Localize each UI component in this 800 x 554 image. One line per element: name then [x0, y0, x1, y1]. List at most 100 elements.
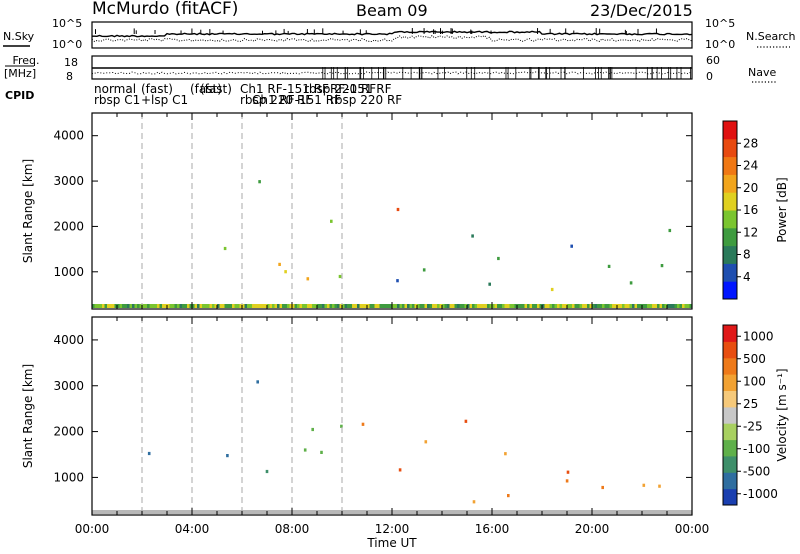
colorbar-tick-label: 25 [743, 397, 758, 411]
colorbar-segment [723, 174, 737, 193]
colorbar-tick-label: 24 [743, 159, 758, 173]
x-tick-label: 00:00 [75, 522, 110, 536]
y-tick-label: 2000 [53, 219, 84, 233]
y-axis-label: Slant Range [km] [21, 364, 35, 468]
velocity-panel: 1000 2000 3000 4000 Slant Range [km] 1000 500 1… [21, 316, 789, 550]
colorbar-tick-label: -100 [743, 442, 770, 456]
colorbar-segment [723, 121, 737, 140]
cpid-text-overlap: (fast) [200, 82, 232, 96]
date-title: 23/Dec/2015 [590, 1, 693, 20]
colorbar-segment [723, 341, 737, 359]
noise-traces [91, 28, 693, 43]
colorbar-segment [723, 357, 737, 375]
freq-tick-top: 18 [64, 56, 78, 69]
colorbar-tick-label: 8 [743, 248, 751, 262]
colorbar-tick-label: 100 [743, 374, 766, 388]
cpid-text: (fast) [190, 82, 222, 96]
y-tick-label: 4000 [53, 129, 84, 143]
nave-tick-bottom: 0 [706, 70, 713, 83]
colorbar-segment [723, 423, 737, 441]
x-tick-label: 08:00 [275, 522, 310, 536]
station-title: McMurdo (fitACF) [92, 0, 238, 19]
colorbar-tick-label: 28 [743, 136, 758, 150]
x-tick-label: 04:00 [175, 522, 210, 536]
x-tick-label: 00:00 [675, 522, 710, 536]
colorbar-segment [723, 192, 737, 211]
velocity-echo-cells [92, 380, 693, 514]
y-tick-label: 3000 [53, 379, 84, 393]
y-tick-label: 4000 [53, 333, 84, 347]
noise-tick-right-bottom: 10^0 [705, 38, 735, 51]
nave-trace [91, 71, 692, 75]
colorbar-tick-label: 4 [743, 270, 751, 284]
colorbar-tick-label: -500 [743, 464, 770, 478]
noise-panel: N.Sky N.Search 10^5 10^0 10^5 10^0 [3, 17, 796, 51]
cpid-text: Ch1 RF-151 RF [240, 82, 329, 96]
noise-tick-left-top: 10^5 [52, 17, 82, 30]
cpid-text: (fast) [141, 82, 173, 96]
colorbar-tick-label: -1000 [743, 487, 778, 501]
freq-nave-traces [91, 67, 692, 79]
cpid-text: +lsp C1 [141, 93, 188, 107]
cpid-text-overlap: Ch1 RF-151 RF [252, 93, 341, 107]
freq-unit-label: [MHz] [4, 67, 36, 80]
colorbar-tick-label: 16 [743, 203, 758, 217]
x-tick-label: 16:00 [475, 522, 510, 536]
cpid-text-overlap: rbsp 220 RF [304, 82, 376, 96]
colorbar-segment [723, 138, 737, 158]
colorbar-segment [723, 245, 737, 264]
cpid-text: rbsp 220 RF [330, 93, 402, 107]
colorbar-segment [723, 406, 737, 424]
y-tick-label: 1000 [53, 470, 84, 484]
colorbar-segment [723, 156, 737, 175]
cpid-text: normal [94, 82, 136, 96]
velocity-colorbar [722, 324, 738, 506]
nave-tick-top: 60 [706, 54, 720, 67]
nsky-label: N.Sky [3, 30, 35, 43]
colorbar-segment [723, 455, 737, 473]
colorbar-segment [723, 263, 737, 282]
nsky-trace [92, 30, 693, 38]
y-tick-label: 1000 [53, 265, 84, 279]
colorbar-tick-label: -25 [743, 419, 763, 433]
colorbar-label: Power [dB] [775, 177, 789, 242]
freq-tick-bottom: 8 [66, 70, 73, 83]
nave-label: Nave [748, 66, 776, 79]
cpid-label: CPID [5, 89, 34, 102]
beam-title: Beam 09 [356, 1, 428, 20]
y-axis-label: Slant Range [km] [21, 159, 35, 263]
freq-nave-panel: Freq. [MHz] 18 8 Nave 60 0 [4, 54, 776, 83]
colorbar-segment [723, 210, 737, 229]
colorbar-segment [723, 472, 737, 490]
colorbar-label: Velocity [m s⁻¹] [775, 368, 789, 461]
noise-tick-left-bottom: 10^0 [52, 38, 82, 51]
colorbar-segment [723, 390, 737, 408]
x-axis-label: Time UT [366, 536, 417, 550]
cpid-text: RF-151 RF [330, 82, 392, 96]
freq-label: Freq. [12, 54, 39, 67]
noise-tick-right-top: 10^5 [705, 17, 735, 30]
colorbar-segment [723, 227, 737, 247]
power-echo-cells [92, 180, 693, 308]
colorbar-segment [723, 374, 737, 391]
cpid-text: rbsp 220 RF [240, 93, 312, 107]
nsearch-label: N.Search [746, 30, 796, 43]
colorbar-tick-label: 12 [743, 225, 758, 239]
colorbar-tick-label: 1000 [743, 329, 774, 343]
nsearch-trace [91, 34, 693, 43]
colorbar-tick-label: 500 [743, 352, 766, 366]
colorbar-segment [723, 439, 737, 457]
x-tick-label: 20:00 [575, 522, 610, 536]
colorbar-segment [723, 488, 737, 506]
x-tick-label: 12:00 [375, 522, 410, 536]
cpid-text: rbsp C1 [94, 93, 140, 107]
colorbar-segment [723, 325, 737, 342]
y-tick-label: 2000 [53, 425, 84, 439]
colorbar-segment [723, 281, 737, 300]
colorbar-tick-label: 20 [743, 181, 758, 195]
y-tick-label: 3000 [53, 174, 84, 188]
